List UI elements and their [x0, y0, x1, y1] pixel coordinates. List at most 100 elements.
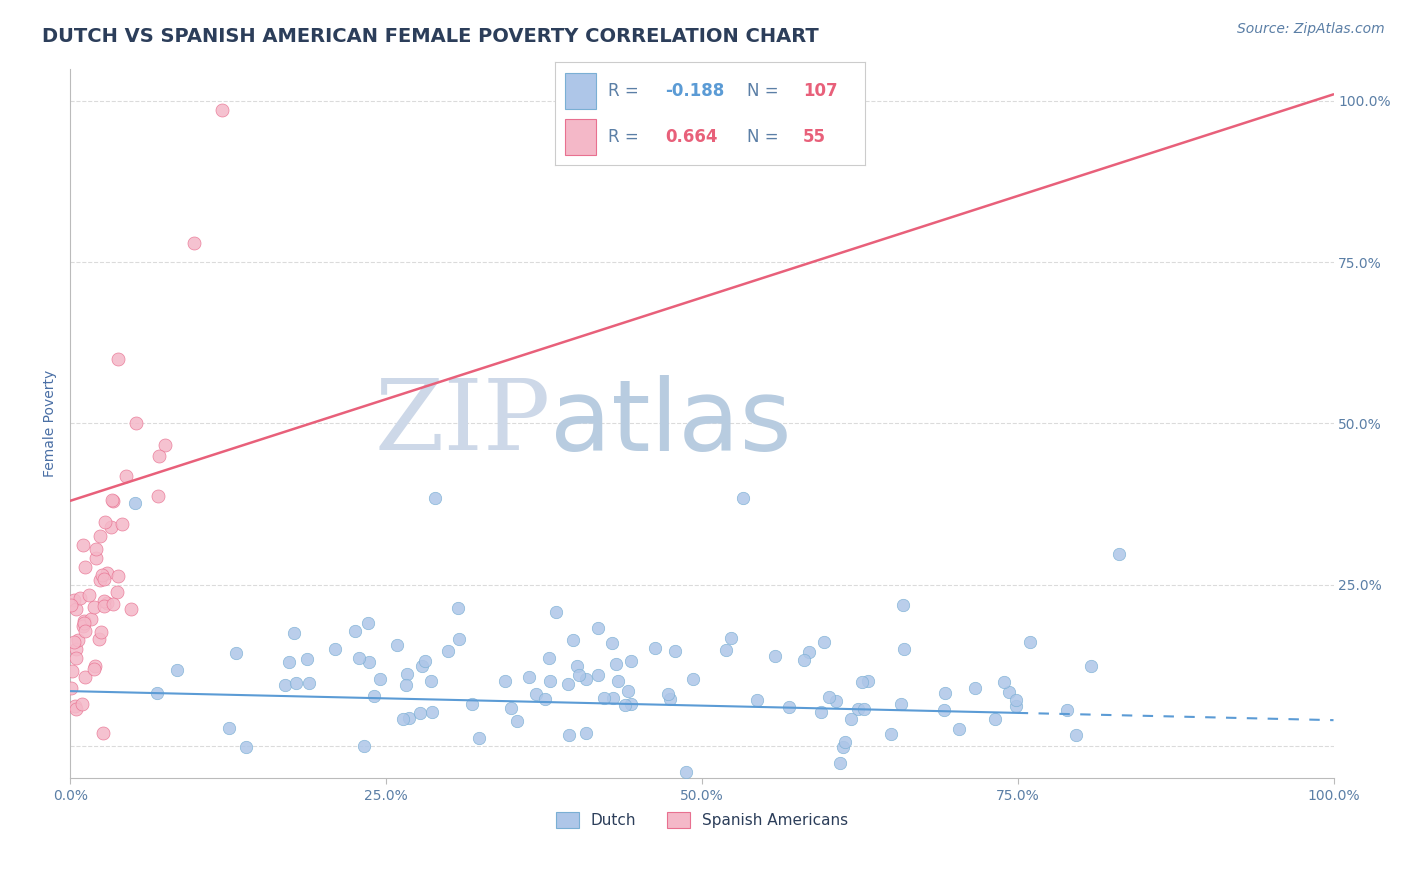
Point: [763, 648, 786, 663]
Point: [146, 490, 169, 504]
Point: [575, 672, 598, 686]
Point: [146, 686, 169, 700]
Text: atlas: atlas: [550, 375, 792, 472]
Point: [295, 652, 318, 666]
Text: 55: 55: [803, 128, 825, 145]
Point: [225, 646, 247, 660]
Point: [96, 566, 118, 581]
Point: [1004, 699, 1026, 714]
Point: [395, 666, 418, 681]
Point: [846, 702, 869, 716]
Point: [100, 493, 122, 508]
Point: [613, 698, 636, 712]
Point: [586, 668, 609, 682]
Point: [620, 654, 643, 668]
Point: [537, 651, 560, 665]
Point: [682, 673, 704, 687]
Point: [745, 692, 768, 706]
Point: [357, 616, 380, 631]
Point: [103, 597, 125, 611]
Point: [586, 621, 609, 635]
Point: [325, 641, 347, 656]
Point: [832, 739, 855, 754]
Point: [166, 663, 188, 677]
Point: [644, 641, 666, 656]
Point: [347, 651, 370, 665]
Point: [60, 598, 83, 612]
Point: [568, 668, 591, 682]
Point: [893, 641, 915, 656]
Text: 0.664: 0.664: [665, 128, 717, 145]
Point: [83, 661, 105, 675]
Point: [83, 600, 105, 615]
Point: [120, 601, 142, 615]
Point: [73, 624, 96, 639]
Point: [65, 650, 87, 665]
Point: [69, 591, 91, 605]
Point: [96, 596, 118, 610]
Point: [997, 684, 1019, 698]
Point: [810, 705, 832, 719]
FancyBboxPatch shape: [565, 73, 596, 109]
Point: [285, 676, 308, 690]
Point: [565, 659, 588, 673]
Point: [59, 681, 82, 695]
Point: [111, 516, 134, 531]
Point: [218, 721, 240, 735]
Point: [385, 639, 408, 653]
Point: [447, 600, 470, 615]
Point: [716, 643, 738, 657]
Point: [72, 614, 94, 628]
Point: [675, 764, 697, 779]
Point: [657, 687, 679, 701]
Point: [274, 678, 297, 692]
Point: [392, 712, 415, 726]
Point: [411, 658, 433, 673]
Point: [817, 690, 839, 704]
Point: [600, 636, 623, 650]
Text: ZIP: ZIP: [374, 376, 550, 471]
Point: [94, 515, 117, 529]
Text: R =: R =: [607, 128, 644, 145]
Text: N =: N =: [747, 128, 785, 145]
Point: [89, 529, 111, 543]
Point: [125, 417, 148, 431]
Point: [534, 691, 557, 706]
Point: [235, 739, 257, 754]
Point: [409, 706, 432, 720]
Point: [880, 727, 903, 741]
Point: [617, 684, 640, 698]
Point: [297, 675, 319, 690]
Legend: Dutch, Spanish Americans: Dutch, Spanish Americans: [550, 806, 855, 834]
Point: [425, 491, 447, 505]
Point: [211, 103, 233, 118]
Point: [86, 542, 108, 557]
Point: [851, 674, 873, 689]
Point: [65, 642, 87, 657]
Point: [73, 669, 96, 683]
Point: [575, 725, 598, 739]
Point: [62, 664, 84, 678]
Point: [72, 538, 94, 552]
Point: [501, 701, 523, 715]
Point: [63, 699, 86, 714]
Point: [993, 675, 1015, 690]
Point: [524, 687, 547, 701]
Point: [87, 632, 110, 646]
Point: [395, 678, 418, 692]
Point: [720, 631, 742, 645]
Point: [436, 644, 458, 658]
Text: -0.188: -0.188: [665, 82, 724, 100]
Point: [420, 705, 443, 719]
Point: [468, 731, 491, 746]
Point: [398, 711, 420, 725]
Point: [148, 449, 170, 463]
Point: [891, 599, 914, 613]
Point: [72, 619, 94, 633]
Point: [793, 653, 815, 667]
Point: [602, 690, 624, 705]
Point: [124, 496, 146, 510]
Point: [1019, 634, 1042, 648]
Text: 107: 107: [803, 82, 838, 100]
Point: [664, 644, 686, 658]
